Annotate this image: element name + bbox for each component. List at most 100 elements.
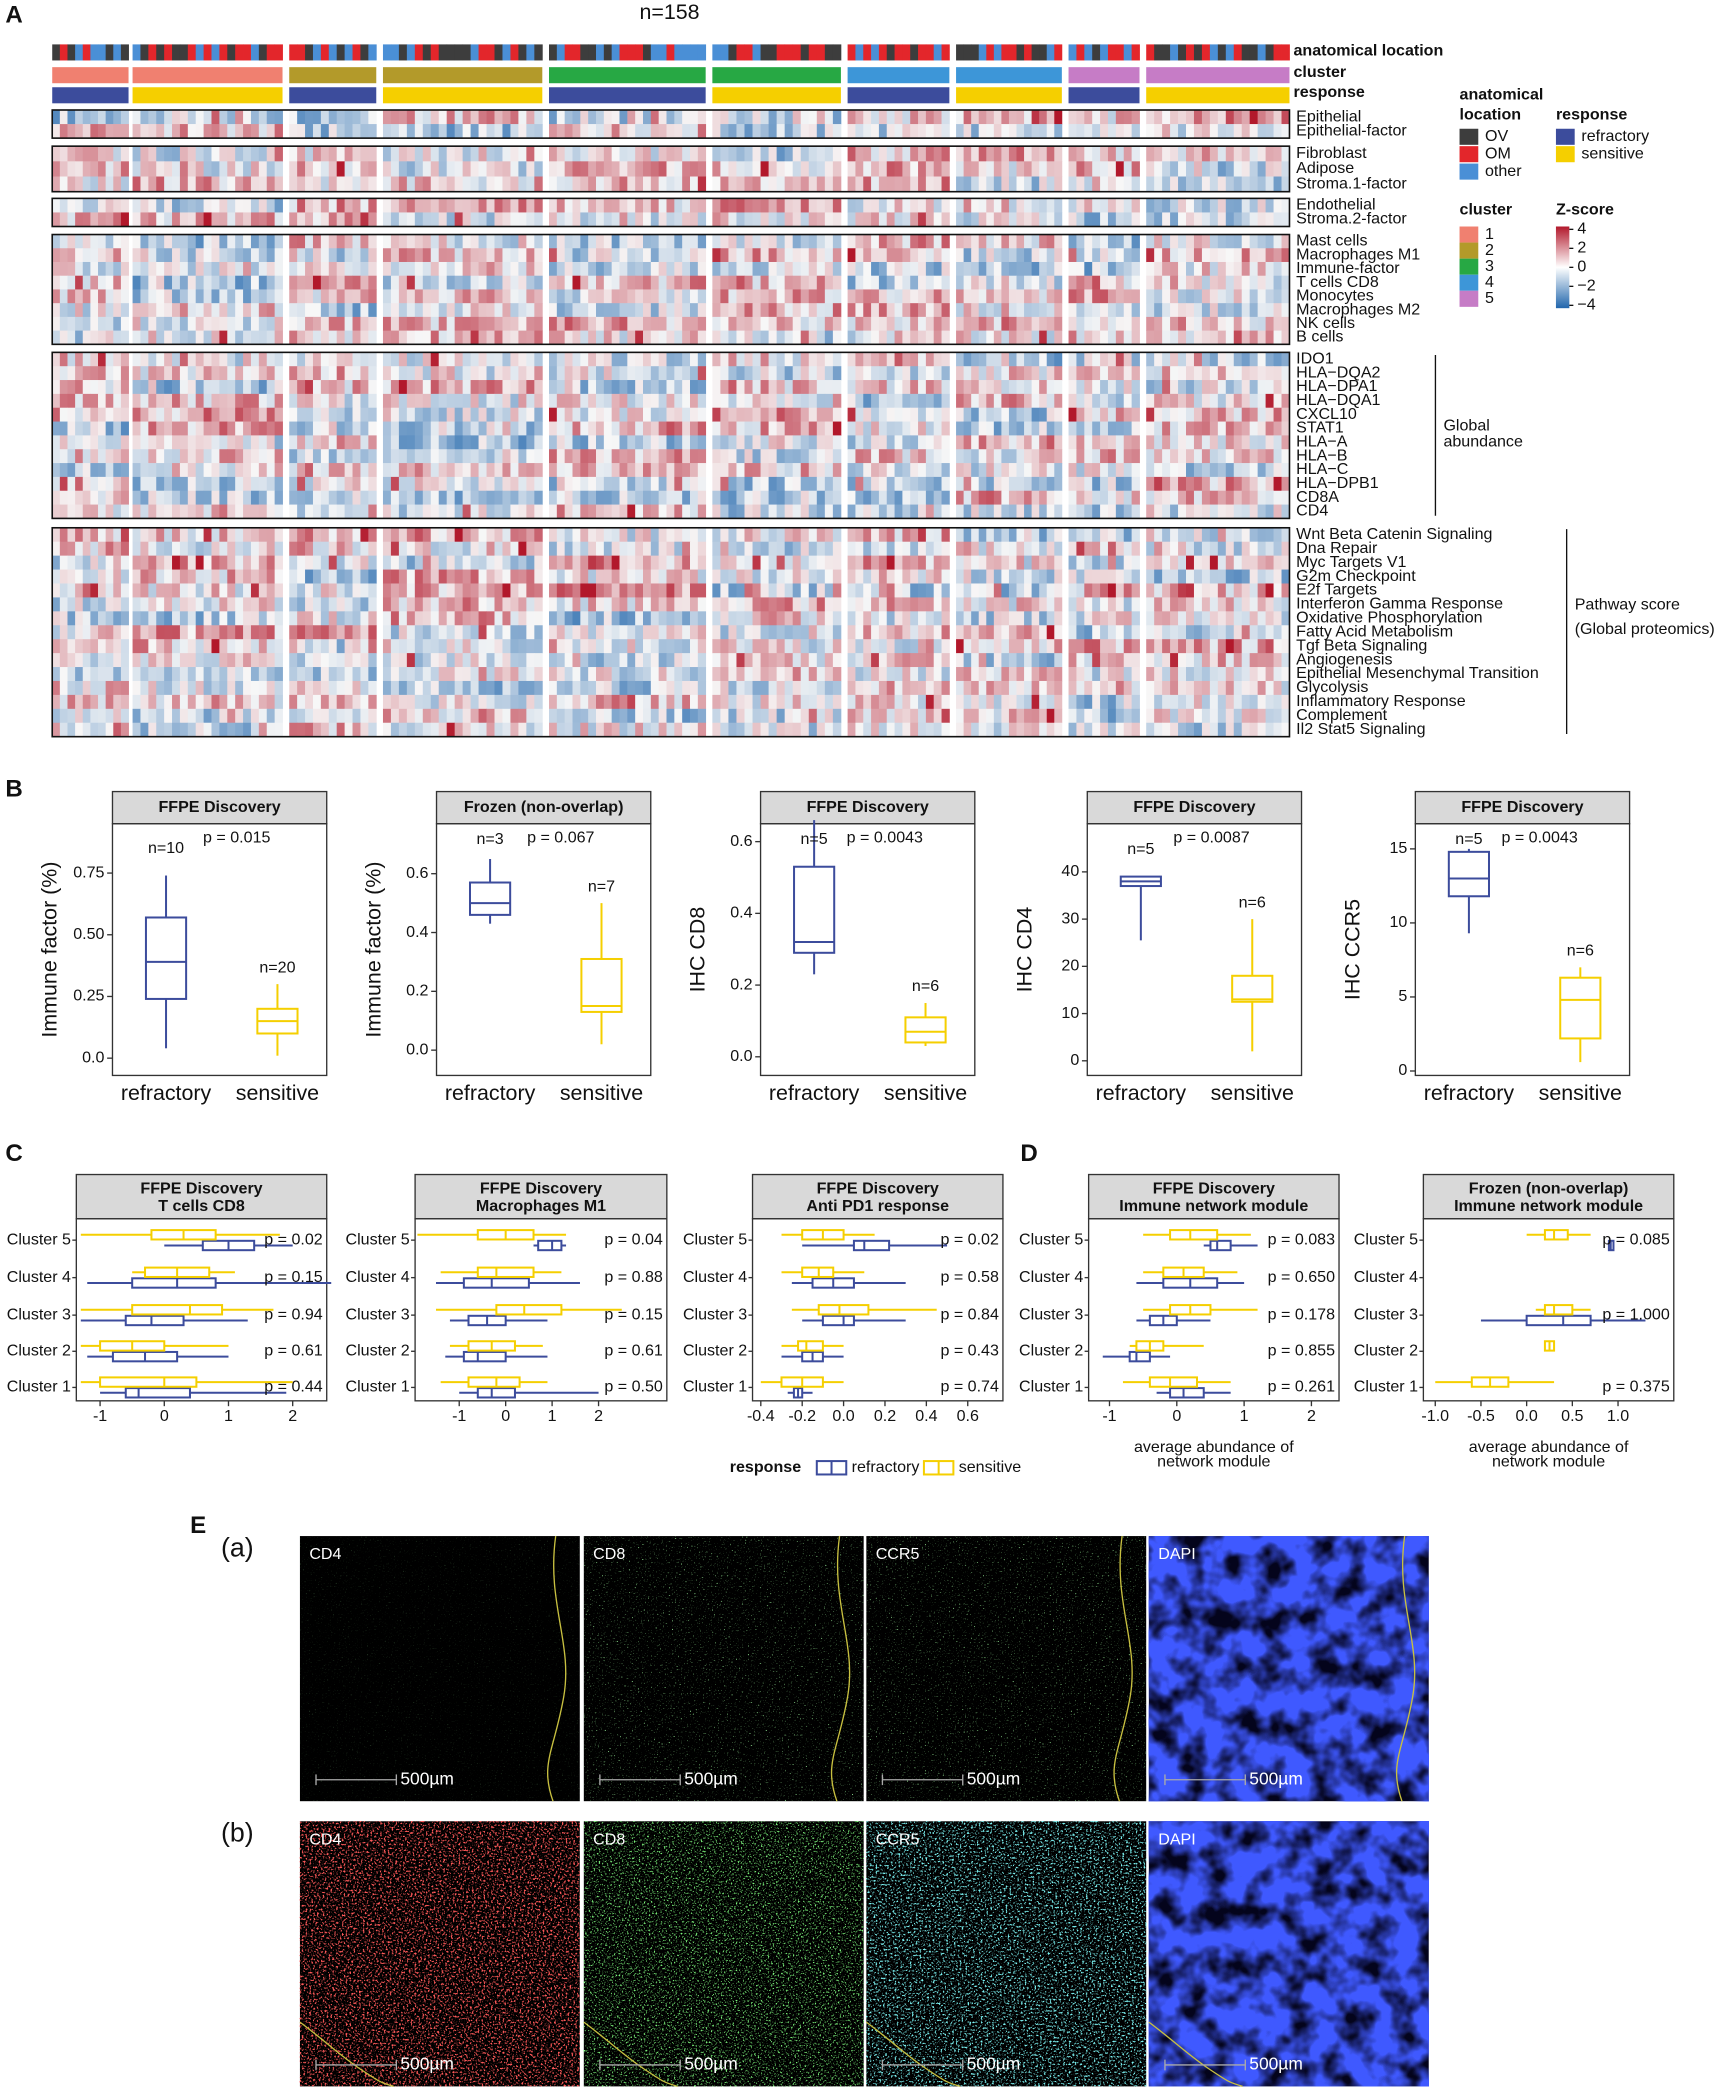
- heatmap-cell: [986, 435, 995, 450]
- heatmap-cell: [422, 316, 432, 332]
- heatmap-cell: [776, 583, 786, 598]
- heatmap-cell: [398, 146, 408, 162]
- heatmap-cell: [518, 541, 527, 557]
- heatmap-cell: [855, 248, 864, 263]
- heatmap-cell: [344, 124, 353, 139]
- heatmap-cell: [1178, 124, 1187, 139]
- heatmap-cell: [933, 366, 942, 381]
- heatmap-cell: [1039, 393, 1048, 409]
- heatmap-cell: [1170, 146, 1179, 162]
- heatmap-cell: [494, 124, 503, 139]
- heatmap-cell: [1016, 110, 1025, 125]
- heatmap-cell: [556, 248, 566, 263]
- heatmap-cell: [1024, 124, 1033, 139]
- heatmap-cell: [1273, 234, 1282, 249]
- heatmap-cell: [619, 583, 628, 598]
- heatmap-cell: [941, 275, 950, 290]
- heatmap-cell: [863, 248, 872, 263]
- annotation-cell: [1273, 44, 1282, 61]
- heatmap-cell: [697, 248, 707, 263]
- heatmap-cell: [933, 569, 942, 584]
- heatmap-cell: [344, 569, 353, 584]
- heatmap-cell: [1092, 527, 1101, 543]
- heatmap-cell: [382, 110, 392, 125]
- heatmap-cell: [172, 435, 181, 450]
- heatmap-cell: [627, 303, 636, 318]
- heatmap-cell: [956, 527, 965, 543]
- heatmap-cell: [320, 490, 330, 505]
- heatmap-cell: [172, 352, 181, 367]
- heatmap-cell: [650, 449, 660, 464]
- heatmap-cell: [132, 289, 141, 304]
- heatmap-cell: [603, 176, 613, 193]
- heatmap-cell: [274, 569, 283, 584]
- heatmap-cell: [297, 490, 306, 505]
- heatmap-cell: [993, 212, 1002, 227]
- annotation-cell: [863, 44, 872, 61]
- heatmap-cell: [1092, 289, 1101, 304]
- heatmap-cell: [1217, 393, 1227, 409]
- heatmap-cell: [572, 504, 581, 519]
- heatmap-cell: [1076, 449, 1085, 464]
- heatmap-cell: [925, 583, 935, 598]
- heatmap-cell: [971, 393, 980, 409]
- heatmap-cell: [235, 124, 244, 139]
- heatmap-cell: [855, 146, 864, 162]
- heatmap-cell: [1107, 316, 1117, 332]
- heatmap-cell: [59, 212, 68, 227]
- heatmap-cell: [227, 435, 236, 450]
- heatmap-cell: [132, 161, 141, 177]
- heatmap-cell: [674, 234, 683, 249]
- heatmap-cell: [219, 146, 228, 162]
- heatmap-cell: [1008, 569, 1017, 584]
- heatmap-cell: [619, 555, 628, 570]
- heatmap-cell: [548, 463, 558, 478]
- annotation-cell: [808, 44, 818, 61]
- heatmap-cell: [986, 303, 995, 318]
- heatmap-cell: [1008, 583, 1017, 598]
- heatmap-cell: [627, 124, 636, 139]
- heatmap-cell: [588, 124, 597, 139]
- heatmap-cell: [486, 110, 495, 125]
- heatmap-cell: [941, 198, 950, 213]
- heatmap-cell: [800, 463, 810, 478]
- heatmap-cell: [414, 146, 424, 162]
- heatmap-cell: [1024, 303, 1033, 318]
- heatmap-cell: [712, 176, 721, 193]
- heatmap-cell: [1233, 330, 1243, 345]
- heatmap-cell: [792, 541, 802, 557]
- heatmap-cell: [666, 569, 675, 584]
- heatmap-cell: [390, 569, 400, 584]
- heatmap-cell: [863, 504, 872, 519]
- heatmap-cell: [328, 380, 338, 395]
- heatmap-cell: [941, 421, 950, 436]
- heatmap-cell: [172, 421, 181, 436]
- heatmap-cell: [368, 449, 377, 464]
- annotation-cell: [266, 44, 276, 61]
- heatmap-cell: [1016, 421, 1025, 436]
- heatmap-cell: [156, 289, 165, 304]
- heatmap-cell: [1193, 124, 1203, 139]
- heatmap-cell: [67, 504, 76, 519]
- heatmap-cell: [1225, 124, 1235, 139]
- heatmap-cell: [172, 393, 181, 409]
- annotation-cell: [289, 44, 298, 61]
- heatmap-cell: [518, 248, 527, 263]
- annotation-cell: [1068, 44, 1077, 61]
- heatmap-cell: [548, 316, 558, 332]
- heatmap-cell: [619, 476, 628, 492]
- heatmap-cell: [179, 569, 189, 584]
- heatmap-cell: [963, 248, 972, 263]
- heatmap-cell: [398, 583, 408, 598]
- heatmap-cell: [336, 110, 346, 125]
- heatmap-cell: [712, 198, 721, 213]
- heatmap-cell: [1225, 316, 1235, 332]
- heatmap-cell: [526, 504, 535, 519]
- heatmap-cell: [712, 146, 721, 162]
- heatmap-cell: [67, 303, 76, 318]
- heatmap-cell: [878, 176, 888, 193]
- heatmap-cell: [855, 380, 864, 395]
- heatmap-cell: [1016, 146, 1025, 162]
- heatmap-cell: [1076, 275, 1085, 290]
